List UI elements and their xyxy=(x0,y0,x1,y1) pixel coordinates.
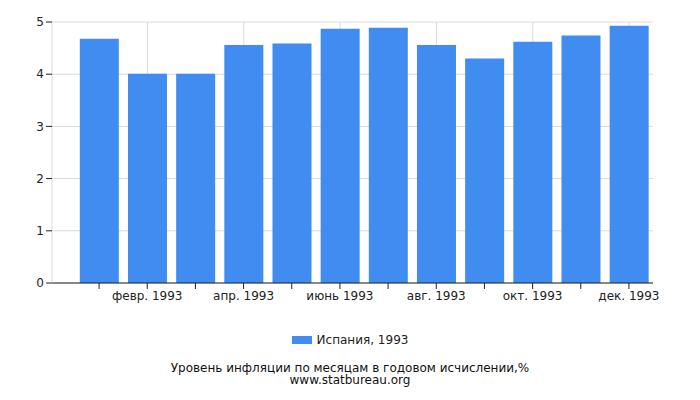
svg-text:1: 1 xyxy=(36,224,44,238)
svg-text:дек. 1993: дек. 1993 xyxy=(598,289,659,303)
svg-text:авг. 1993: авг. 1993 xyxy=(407,289,466,303)
html-text:www.statbureau.org: www.statbureau.org xyxy=(289,373,411,387)
svg-text:2: 2 xyxy=(36,172,44,186)
svg-text:окт. 1993: окт. 1993 xyxy=(503,289,563,303)
svg-text:5: 5 xyxy=(36,15,44,29)
svg-text:февр. 1993: февр. 1993 xyxy=(112,289,183,303)
svg-text:4: 4 xyxy=(36,67,44,81)
html-text:Испания, 1993: Испания, 1993 xyxy=(316,333,409,347)
svg-text:июнь 1993: июнь 1993 xyxy=(306,289,373,303)
svg-text:апр. 1993: апр. 1993 xyxy=(213,289,274,303)
html-text:Уровень инфляции по месяцам в: Уровень инфляции по месяцам в годовом ис… xyxy=(170,361,530,375)
svg-text:0: 0 xyxy=(36,276,44,290)
svg-text:3: 3 xyxy=(36,120,44,134)
